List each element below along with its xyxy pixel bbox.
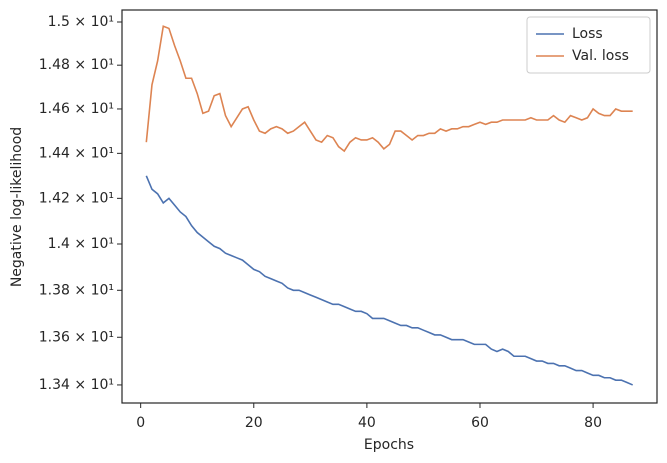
y-tick-label: 1.36 × 10¹ [39,329,114,345]
y-tick-label: 1.34 × 10¹ [39,377,114,393]
line [145,175,633,386]
x-tick-label: 20 [245,415,263,431]
y-tick-label: 1.48 × 10¹ [39,57,114,73]
y-tick-label: 1.42 × 10¹ [39,190,114,206]
line [145,25,633,153]
y-tick-label: 1.46 × 10¹ [39,101,114,117]
y-tick-label: 1.5 × 10¹ [48,14,114,30]
y-tick-label: 1.44 × 10¹ [39,145,114,161]
x-tick-label: 80 [584,415,602,431]
y-axis-label: Negative log-likelihood [9,127,25,287]
legend-box [526,16,651,74]
x-tick-label: 60 [471,415,489,431]
x-tick-label: 40 [358,415,376,431]
y-tick-label: 1.38 × 10¹ [39,282,114,298]
x-axis-label: Epochs [364,437,414,453]
legend-label: Val. loss [572,48,629,64]
y-tick-label: 1.4 × 10¹ [48,236,114,252]
x-tick-label: 0 [136,415,145,431]
plot-frame [121,9,658,404]
legend-label: Loss [572,26,603,42]
